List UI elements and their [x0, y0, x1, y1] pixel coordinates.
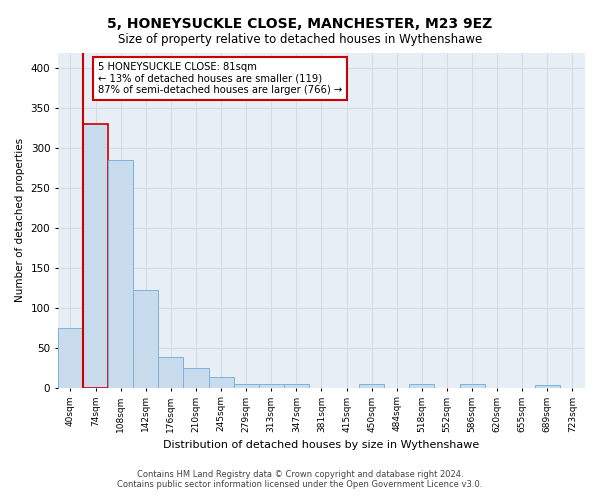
- Bar: [284, 384, 309, 388]
- Text: 5, HONEYSUCKLE CLOSE, MANCHESTER, M23 9EZ: 5, HONEYSUCKLE CLOSE, MANCHESTER, M23 9E…: [107, 18, 493, 32]
- Bar: [233, 384, 259, 388]
- Bar: [359, 384, 384, 388]
- Bar: [259, 384, 284, 388]
- Y-axis label: Number of detached properties: Number of detached properties: [15, 138, 25, 302]
- Bar: [58, 328, 83, 388]
- Bar: [133, 290, 158, 388]
- Text: Size of property relative to detached houses in Wythenshawe: Size of property relative to detached ho…: [118, 32, 482, 46]
- Bar: [108, 160, 133, 388]
- Bar: [83, 124, 108, 388]
- Bar: [184, 368, 209, 388]
- Text: 5 HONEYSUCKLE CLOSE: 81sqm
← 13% of detached houses are smaller (119)
87% of sem: 5 HONEYSUCKLE CLOSE: 81sqm ← 13% of deta…: [98, 62, 343, 96]
- Bar: [409, 384, 434, 388]
- Bar: [158, 358, 184, 388]
- Bar: [535, 386, 560, 388]
- Bar: [209, 378, 233, 388]
- X-axis label: Distribution of detached houses by size in Wythenshawe: Distribution of detached houses by size …: [163, 440, 479, 450]
- Text: Contains HM Land Registry data © Crown copyright and database right 2024.
Contai: Contains HM Land Registry data © Crown c…: [118, 470, 482, 489]
- Bar: [460, 384, 485, 388]
